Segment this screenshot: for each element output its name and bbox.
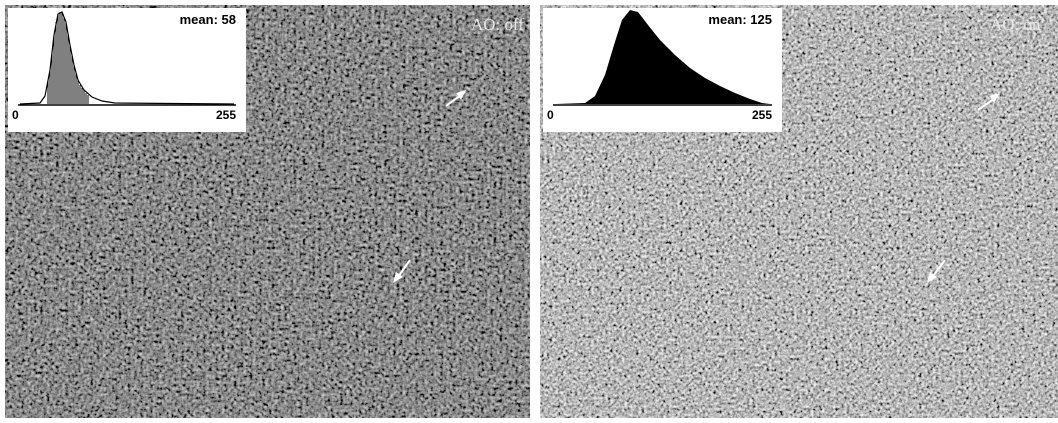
histogram-inset: mean: 58 0 255 xyxy=(8,8,246,132)
panel-ao-off: AO: off mean: 58 0 255 xyxy=(5,5,530,418)
axis-min-label: 0 xyxy=(547,108,554,122)
mean-label: mean: 125 xyxy=(708,12,772,27)
panel-ao-on: AO: on mean: 125 0 255 xyxy=(540,5,1058,418)
mean-label: mean: 58 xyxy=(180,12,236,27)
axis-max-label: 255 xyxy=(752,108,772,122)
histogram-inset: mean: 125 0 255 xyxy=(543,8,782,132)
axis-max-label: 255 xyxy=(216,108,236,122)
ao-label: AO: on xyxy=(990,15,1041,34)
page: AO: off mean: 58 0 255 AO: on xyxy=(0,0,1058,423)
figure: AO: off mean: 58 0 255 AO: on xyxy=(0,0,1058,423)
ao-label: AO: off xyxy=(471,15,524,34)
axis-min-label: 0 xyxy=(12,108,19,122)
